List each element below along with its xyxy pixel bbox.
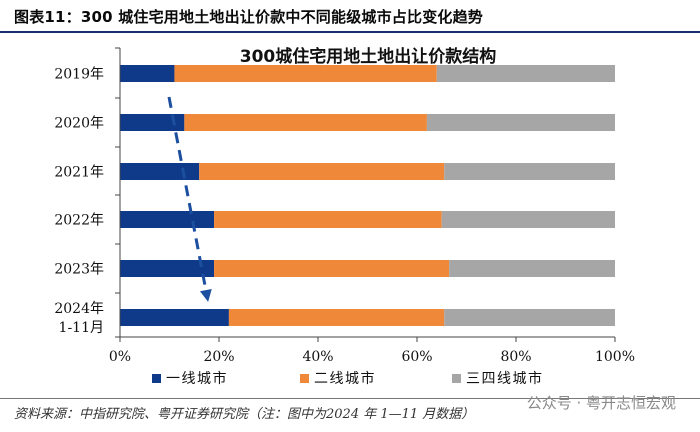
x-tick-label: 20%: [203, 349, 234, 365]
bar-3-1: [436, 65, 615, 82]
legend-swatch-1: [152, 374, 161, 383]
bar-1-3: [120, 163, 200, 180]
trend-arrow-line: [167, 96, 209, 297]
bar-2-6: [228, 309, 445, 326]
bar-3-6: [444, 309, 615, 326]
legend-label-3: 三四线城市: [466, 370, 544, 387]
title-rule: [0, 31, 700, 33]
legend-swatch-3: [452, 374, 461, 383]
trend-arrow-head: [199, 288, 212, 302]
bar-2-3: [199, 163, 445, 180]
category-label: 2019年: [54, 67, 104, 83]
x-tick-label: 0%: [109, 349, 131, 365]
watermark: 公众号 · 粤开志恒宏观: [526, 394, 676, 412]
source-rule: [0, 398, 700, 399]
bar-2-4: [214, 211, 442, 228]
bar-1-1: [120, 65, 175, 82]
bar-2-1: [174, 65, 437, 82]
bar-2-2: [184, 114, 427, 131]
bar-3-2: [426, 114, 615, 131]
x-tick-label: 60%: [401, 349, 432, 365]
x-tick-label: 100%: [595, 349, 635, 365]
x-tick-label: 40%: [302, 349, 333, 365]
category-label: 2021年: [54, 165, 104, 181]
bar-3-4: [441, 211, 615, 228]
category-label: 2024年 1-11月: [54, 301, 104, 336]
x-tick-label: 80%: [500, 349, 531, 365]
figure-label: 图表11：300 城住宅用地土地出让价款中不同能级城市占比变化趋势: [14, 8, 484, 26]
bar-2-5: [214, 260, 450, 277]
legend-label-2: 二线城市: [314, 370, 376, 387]
chart-title: 300城住宅用地土地出让价款结构: [240, 46, 497, 67]
bar-1-5: [120, 260, 215, 277]
bar-1-2: [120, 114, 185, 131]
bar-1-4: [120, 211, 215, 228]
bar-3-3: [444, 163, 615, 180]
legend-label-1: 一线城市: [166, 370, 228, 387]
legend-swatch-2: [300, 374, 309, 383]
category-label: 2022年: [54, 213, 104, 229]
bar-1-6: [120, 309, 229, 326]
category-label: 2023年: [54, 262, 104, 278]
category-label: 2020年: [54, 116, 104, 132]
source-note: 资料来源：中指研究院、粤开证券研究院（注：图中为2024 年 1—11 月数据）: [14, 407, 475, 422]
bar-3-5: [449, 260, 615, 277]
